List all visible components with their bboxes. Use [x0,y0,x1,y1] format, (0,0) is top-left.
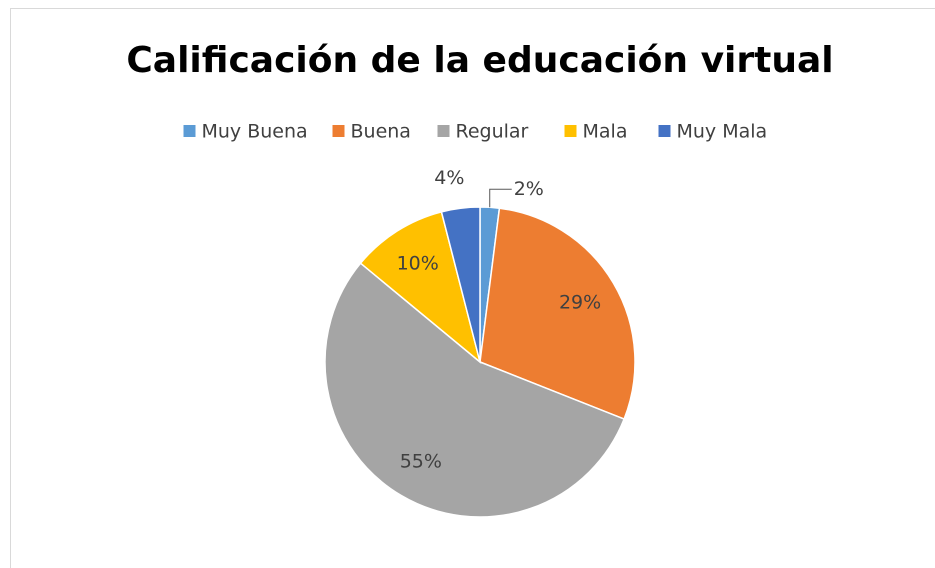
legend-swatch [332,125,345,137]
legend-label: Buena [351,121,411,143]
chart-title: Calificación de la educación virtual [126,40,833,81]
data-label: 4% [434,167,464,189]
legend-swatch [183,125,196,137]
data-label: 29% [559,291,601,313]
legend-swatch [564,125,577,137]
legend-label: Regular [456,121,529,143]
pie-slice [479,207,636,421]
pie-slice [324,262,626,518]
data-label: 55% [400,451,442,473]
legend-swatch [437,125,450,137]
data-label: 10% [397,252,439,274]
pie-slice [440,206,481,363]
legend-label: Mala [583,121,628,143]
leader-line [489,188,512,208]
legend-swatch [658,125,671,137]
legend-label: Muy Buena [202,121,308,143]
legend-label: Muy Mala [677,121,768,143]
data-label: 2% [514,178,544,200]
pie-slice [359,210,482,365]
